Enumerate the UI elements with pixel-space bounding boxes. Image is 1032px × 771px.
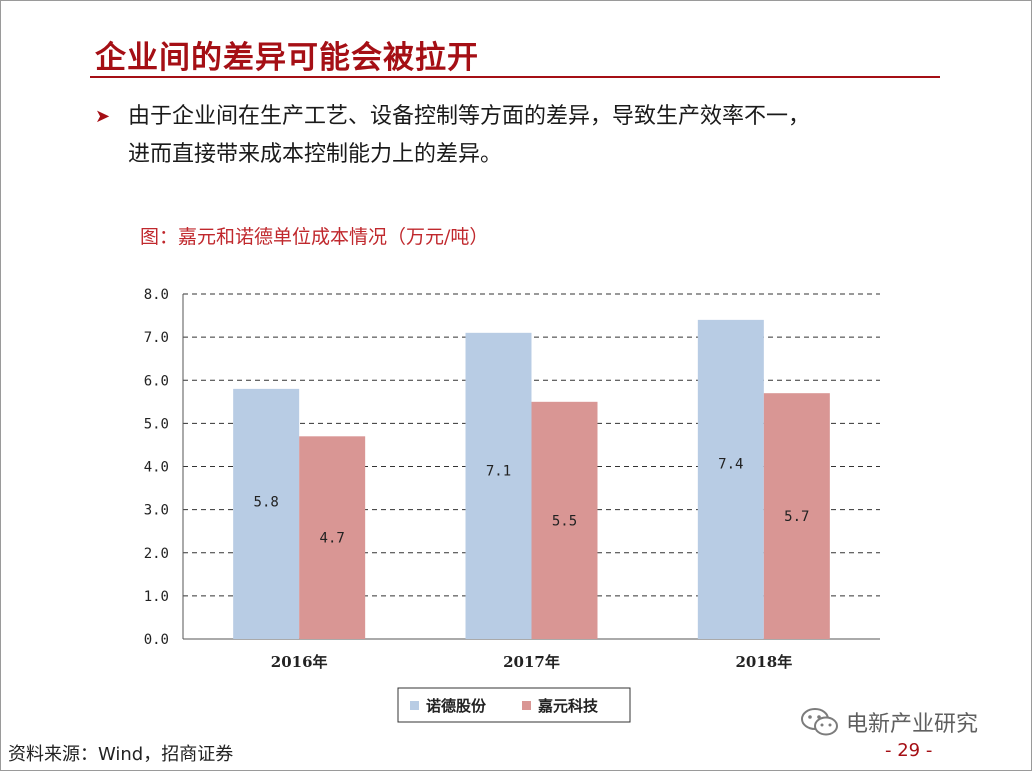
bullet-text-line1: 由于企业间在生产工艺、设备控制等方面的差异，导致生产效率不一， <box>128 104 811 129</box>
bar <box>531 401 598 639</box>
wechat-logo-icon <box>801 708 838 736</box>
bar <box>233 388 300 639</box>
y-tick-label: 1.0 <box>144 589 169 605</box>
y-tick-label: 6.0 <box>144 373 169 389</box>
chart-caption: 图：嘉元和诺德单位成本情况（万元/吨） <box>140 226 489 248</box>
bar-data-label: 7.4 <box>718 456 743 472</box>
x-tick-label: 2017年 <box>503 653 560 671</box>
bar-data-label: 5.5 <box>552 513 577 529</box>
legend-swatch <box>522 701 531 710</box>
y-tick-label: 2.0 <box>144 546 169 562</box>
y-tick-label: 3.0 <box>144 503 169 519</box>
bar <box>763 393 830 639</box>
legend-swatch <box>410 701 419 710</box>
watermark-text: 电新产业研究 <box>846 712 979 737</box>
y-tick-label: 4.0 <box>144 460 169 476</box>
bullet-text-line2: 进而直接带来成本控制能力上的差异。 <box>128 142 503 167</box>
bar-data-label: 5.8 <box>254 494 279 510</box>
legend-label: 嘉元科技 <box>537 697 599 715</box>
bullet-point: ➤ 由于企业间在生产工艺、设备控制等方面的差异，导致生产效率不一， 进而直接带来… <box>95 98 945 174</box>
title-underline <box>90 76 940 78</box>
slide-title: 企业间的差异可能会被拉开 <box>95 40 479 76</box>
legend-box <box>397 687 631 723</box>
y-tick-label: 5.0 <box>144 416 169 432</box>
bar-data-label: 7.1 <box>486 464 511 480</box>
watermark: 电新产业研究 <box>800 706 978 738</box>
x-tick-label: 2016年 <box>271 653 328 671</box>
page-number: - 29 - <box>885 740 933 761</box>
bar-data-label: 5.7 <box>784 509 809 525</box>
bar <box>299 436 366 639</box>
y-tick-label: 7.0 <box>144 330 169 346</box>
x-tick-label: 2018年 <box>735 653 792 671</box>
y-tick-label: 8.0 <box>144 287 169 303</box>
bar <box>697 319 764 639</box>
y-tick-label: 0.0 <box>144 632 169 648</box>
arrow-bullet-icon: ➤ <box>95 106 111 127</box>
bar-data-label: 4.7 <box>320 531 345 547</box>
bar <box>465 332 532 639</box>
source-note: 资料来源：Wind，招商证券 <box>8 744 234 765</box>
legend-label: 诺德股份 <box>426 697 487 715</box>
